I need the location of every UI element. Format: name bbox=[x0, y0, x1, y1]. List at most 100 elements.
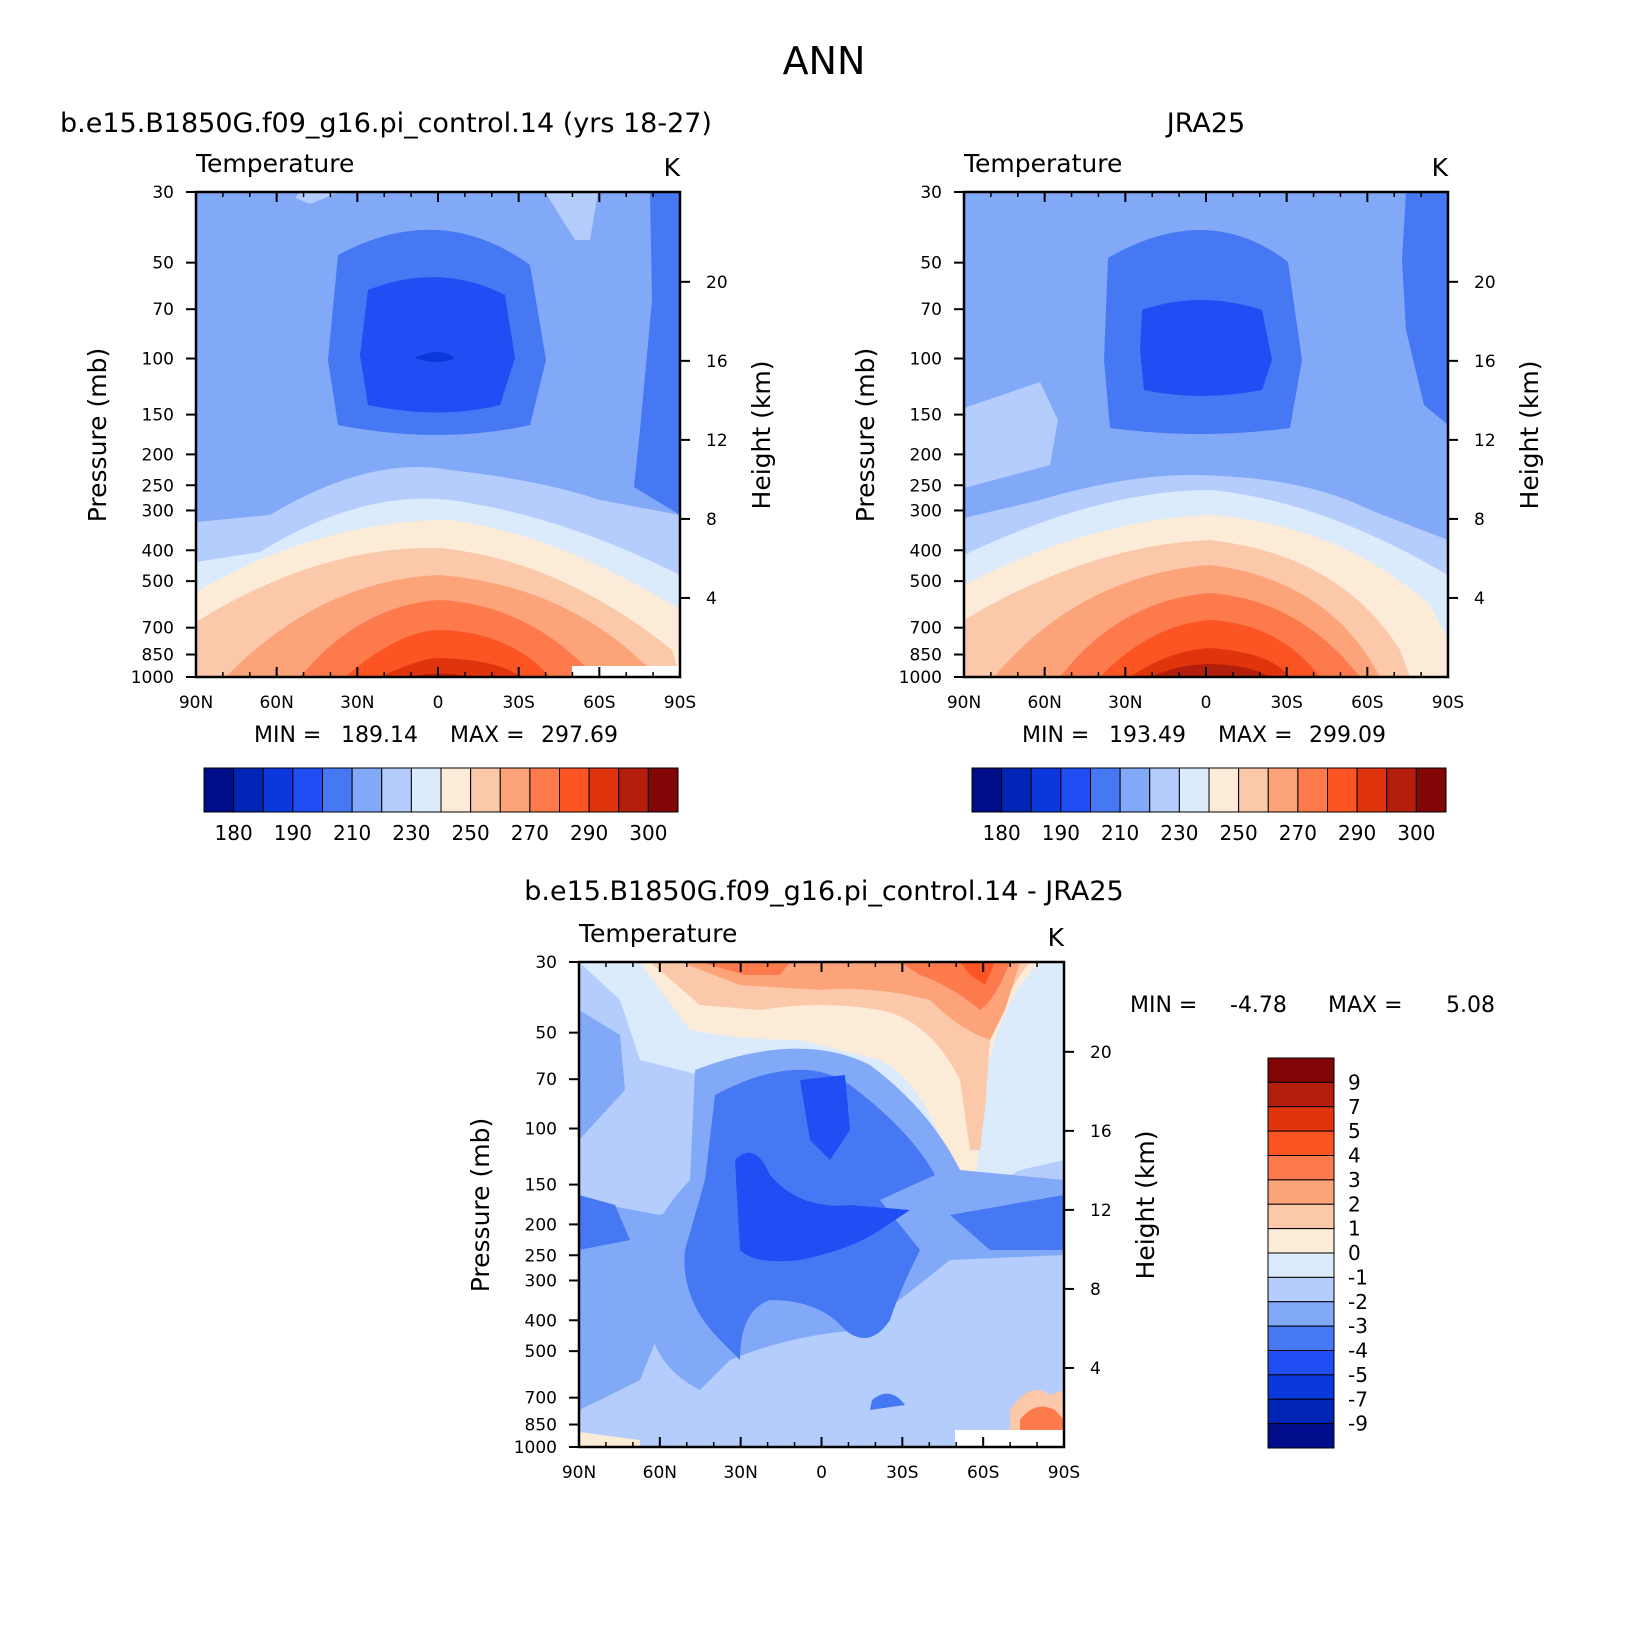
panel-diff-units: K bbox=[1048, 923, 1065, 952]
y-right-tick-label: 20 bbox=[1090, 1043, 1112, 1063]
colorbar-label: 180 bbox=[983, 821, 1021, 845]
y-tick-label: 400 bbox=[525, 1311, 557, 1331]
colorbar-swatch bbox=[529, 767, 560, 813]
y-right-tick-label: 8 bbox=[1474, 510, 1485, 530]
y-right-tick-label: 16 bbox=[1090, 1122, 1112, 1142]
colorbar-swatch bbox=[440, 767, 472, 813]
colorbar-label: -5 bbox=[1348, 1363, 1368, 1387]
y-tick-label: 850 bbox=[910, 646, 942, 666]
colorbar-label: 250 bbox=[452, 821, 490, 845]
contour-band-200 bbox=[1140, 300, 1272, 396]
colorbar-swatch bbox=[1149, 767, 1180, 813]
stat-max-label: MAX = bbox=[1328, 993, 1403, 1018]
colorbar-swatch bbox=[1267, 1301, 1335, 1327]
x-tick-label: 60N bbox=[259, 693, 293, 713]
x-tick-label: 30N bbox=[1108, 693, 1142, 713]
contour-band-297 bbox=[1150, 664, 1270, 677]
y-tick-label: 400 bbox=[910, 541, 942, 561]
y-right-tick-label: 20 bbox=[706, 273, 728, 293]
colorbar-swatch bbox=[1178, 767, 1210, 813]
panel-diff-ylabel: Pressure (mb) bbox=[466, 1118, 495, 1292]
contour-band-1 bbox=[650, 962, 1030, 1150]
y-tick-label: 30 bbox=[152, 183, 174, 203]
panel-diff-stats: MIN = -4.78 MAX = 5.08 bbox=[1130, 993, 1495, 1018]
colorbar-swatch bbox=[647, 767, 679, 813]
y-tick-label: 1000 bbox=[899, 668, 942, 688]
contour-band-230-top bbox=[545, 192, 598, 240]
colorbar-swatch bbox=[1267, 1130, 1335, 1156]
colorbar-label: 210 bbox=[1101, 821, 1139, 845]
y-tick-label: 700 bbox=[525, 1389, 557, 1409]
stat-max-label: MAX = bbox=[450, 723, 525, 748]
stat-min-value: -4.78 bbox=[1230, 993, 1287, 1018]
y-right-tick-label: 12 bbox=[706, 431, 728, 451]
y-tick-label: 200 bbox=[142, 445, 174, 465]
contour-band-0-surface bbox=[579, 1432, 640, 1447]
y-tick-label: 50 bbox=[920, 254, 942, 274]
x-tick-label: 0 bbox=[1201, 693, 1212, 713]
colorbar-swatch bbox=[618, 767, 649, 813]
colorbar-swatch bbox=[1238, 767, 1269, 813]
panel-diff-ylabel-right: Height (km) bbox=[1131, 1131, 1160, 1280]
contour-band-neg4-spot bbox=[870, 1393, 905, 1410]
y-tick-label: 700 bbox=[910, 619, 942, 639]
contour-band-230-np bbox=[964, 382, 1058, 488]
y-tick-label: 100 bbox=[525, 1120, 557, 1140]
x-tick-label: 30N bbox=[340, 693, 374, 713]
y-tick-label: 300 bbox=[525, 1271, 557, 1291]
x-tick-label: 0 bbox=[433, 693, 444, 713]
panel-model-colorbar: 180 190 210 230 250 270 290 300 bbox=[203, 767, 679, 845]
x-tick-label: 90S bbox=[1048, 1463, 1080, 1483]
stat-min-value: 193.49 bbox=[1109, 723, 1186, 748]
panel-obs-units: K bbox=[1432, 153, 1449, 182]
colorbar-label: 9 bbox=[1348, 1070, 1361, 1094]
colorbar-swatch bbox=[233, 767, 264, 813]
panel-obs-ticks: 90N 60N 30N 0 30S 60S 90S 30 50 70 100 150 200 250 300… bbox=[899, 183, 1496, 713]
x-tick-label: 90N bbox=[179, 693, 213, 713]
y-tick-label: 150 bbox=[910, 406, 942, 426]
y-right-tick-label: 4 bbox=[1474, 589, 1485, 609]
colorbar-label: 270 bbox=[1279, 821, 1317, 845]
y-tick-label: 1000 bbox=[131, 668, 174, 688]
panel-difference: b.e15.B1850G.f09_g16.pi_control.14 - JRA… bbox=[466, 876, 1495, 1483]
colorbar-swatch bbox=[1415, 767, 1447, 813]
colorbar-swatch bbox=[262, 767, 294, 813]
colorbar-swatch bbox=[588, 767, 620, 813]
contour-band-neg4-sp bbox=[950, 1195, 1064, 1250]
contour-band-200 bbox=[360, 277, 515, 413]
x-tick-label: 60S bbox=[583, 693, 615, 713]
figure-title: ANN bbox=[783, 39, 866, 83]
panel-obs-colorbar: 180 190 210 230 250 270 290 300 bbox=[971, 767, 1447, 845]
colorbar-label: 2 bbox=[1348, 1192, 1361, 1216]
panel-diff-title: b.e15.B1850G.f09_g16.pi_control.14 - JRA… bbox=[524, 876, 1123, 907]
panel-model-stats: MIN = 189.14 MAX = 297.69 bbox=[254, 723, 618, 748]
x-tick-label: 30S bbox=[502, 693, 534, 713]
contour-band-210-sp bbox=[1402, 192, 1448, 425]
y-tick-label: 850 bbox=[525, 1416, 557, 1436]
panel-obs-stats: MIN = 193.49 MAX = 299.09 bbox=[1022, 723, 1386, 748]
x-tick-label: 30S bbox=[886, 1463, 918, 1483]
colorbar-swatch bbox=[1030, 767, 1062, 813]
colorbar-label: 190 bbox=[1042, 821, 1080, 845]
y-right-tick-label: 12 bbox=[1090, 1201, 1112, 1221]
y-tick-label: 100 bbox=[142, 350, 174, 370]
contour-band-230-top2 bbox=[295, 192, 340, 204]
x-tick-label: 90S bbox=[664, 693, 696, 713]
colorbar-swatch bbox=[203, 767, 235, 813]
stat-max-value: 5.08 bbox=[1446, 993, 1495, 1018]
colorbar-label: 290 bbox=[1338, 821, 1376, 845]
colorbar-swatch bbox=[1267, 1155, 1335, 1181]
contour-band-210-sp bbox=[634, 192, 680, 515]
y-tick-label: 150 bbox=[525, 1176, 557, 1196]
y-tick-label: 700 bbox=[142, 619, 174, 639]
colorbar-label: -4 bbox=[1348, 1339, 1368, 1363]
y-tick-label: 250 bbox=[910, 476, 942, 496]
panel-diff-contours bbox=[579, 962, 1064, 1447]
stat-max-label: MAX = bbox=[1218, 723, 1293, 748]
y-tick-label: 30 bbox=[920, 183, 942, 203]
colorbar-swatch bbox=[1267, 1228, 1335, 1254]
contour-band-4 bbox=[960, 962, 995, 985]
contour-band-neg3-west bbox=[579, 1010, 625, 1140]
stat-min-value: 189.14 bbox=[341, 723, 418, 748]
